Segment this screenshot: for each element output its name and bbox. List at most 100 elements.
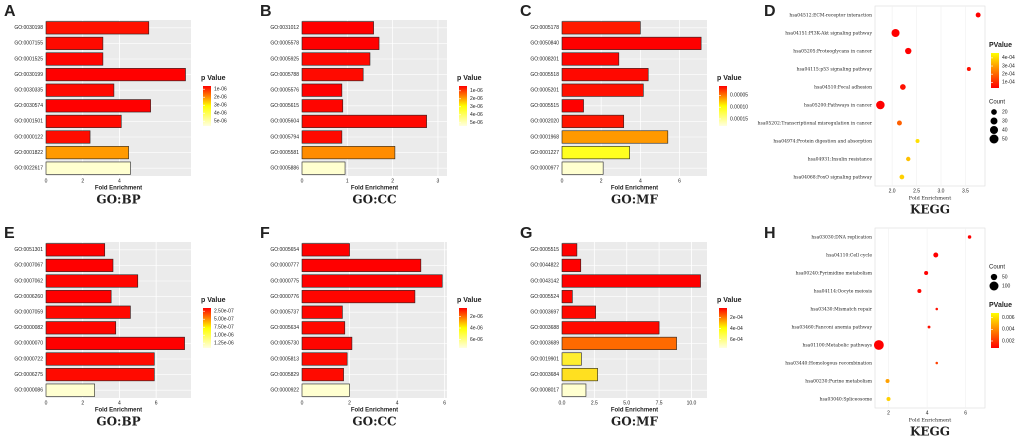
x-tick-label: 0 <box>45 400 48 406</box>
dot <box>873 340 884 350</box>
size-legend-dot <box>990 117 998 125</box>
x-axis-label: Fold Enrichment <box>351 186 398 192</box>
legend-tick-label: 2e-04 <box>1002 71 1015 77</box>
y-tick-label: GO:0005581 <box>270 150 299 156</box>
bar <box>301 305 343 319</box>
panel-label: B <box>260 3 272 20</box>
y-tick-label: GO:0030574 <box>14 103 43 109</box>
y-tick-label: GO:0005925 <box>270 56 299 62</box>
panel-title: KEGG <box>910 203 950 217</box>
legend-tick-label: 50 <box>1002 274 1008 280</box>
bar <box>45 99 151 113</box>
legend-tick-label: 1.25e-06 <box>214 341 234 347</box>
legend-tick-label: 20 <box>1002 109 1008 115</box>
bar <box>45 68 186 82</box>
bar <box>561 161 604 175</box>
panel-title: GO:MF <box>611 415 658 429</box>
y-tick-label: hsa05205:Proteoglycans in cancer <box>793 49 873 55</box>
panel-title: GO:BP <box>96 415 140 429</box>
panel-label: F <box>260 225 270 242</box>
y-tick-label: GO:0005737 <box>270 310 299 316</box>
bar <box>301 336 353 350</box>
y-tick-label: hsa04110:Cell cycle <box>826 253 872 259</box>
x-tick-label: 0 <box>561 178 564 184</box>
panel-title: GO:CC <box>352 193 396 207</box>
bar <box>561 290 573 304</box>
y-tick-label: GO:0050840 <box>530 41 559 47</box>
bar <box>301 52 371 66</box>
y-tick-label: GO:0005578 <box>270 41 299 47</box>
legend-tick-label: 6e-04 <box>730 337 743 343</box>
dot <box>975 12 981 18</box>
legend-tick-label: 0.004 <box>1002 327 1015 333</box>
legend-tick-label: 0.002 <box>1002 338 1015 344</box>
legend-tick-label: 0.00015 <box>730 116 748 122</box>
y-tick-label: hsa05200:Pathways in cancer <box>804 103 873 109</box>
bar <box>301 290 416 304</box>
bar <box>301 258 422 272</box>
bar <box>301 114 427 128</box>
legend-tick-label: 2.50e-07 <box>214 309 234 315</box>
y-tick-label: GO:0000775 <box>270 278 299 284</box>
x-axis-label: Fold Enrichment <box>95 408 142 414</box>
x-tick-label: 2 <box>887 410 890 416</box>
size-legend-dot <box>989 134 999 144</box>
y-tick-label: GO:0005794 <box>270 134 299 140</box>
legend-tick-label: 40 <box>1002 127 1008 133</box>
y-tick-label: hsa03030:DNA replication <box>811 235 872 241</box>
y-tick-label: hsa03440:Homologous recombination <box>785 361 872 367</box>
dot <box>915 138 920 144</box>
x-tick-label: 4 <box>396 400 399 406</box>
y-tick-label: GO:0000082 <box>14 325 43 331</box>
panel-title: GO:CC <box>352 415 396 429</box>
bar <box>561 68 649 82</box>
legend-tick-label: 4e-04 <box>1002 55 1015 61</box>
y-tick-label: hsa04115:p53 signaling pathway <box>797 67 873 73</box>
bar <box>45 161 131 175</box>
y-tick-label: GO:0008017 <box>530 388 559 394</box>
dot <box>906 156 911 162</box>
colorbar <box>203 308 211 348</box>
panel-label: A <box>4 3 16 20</box>
plot-frame <box>874 227 986 409</box>
panel-label: E <box>4 225 15 242</box>
legend-title: p Value <box>717 75 742 82</box>
y-tick-label: GO:0030335 <box>14 88 43 94</box>
colorbar <box>719 86 727 126</box>
legend-tick-label: 2e-06 <box>470 314 483 320</box>
legend-tick-label: 2e-04 <box>730 315 743 321</box>
y-tick-label: GO:0005515 <box>530 247 559 253</box>
legend-tick-label: 1.00e-06 <box>214 333 234 339</box>
y-tick-label: GO:0001501 <box>14 119 43 125</box>
bar <box>561 258 582 272</box>
size-legend-dot <box>989 281 999 291</box>
bar <box>45 146 129 160</box>
bar <box>561 52 620 66</box>
bar <box>301 99 344 113</box>
panel-title: GO:BP <box>96 193 140 207</box>
x-tick-label: 4 <box>639 178 642 184</box>
dot <box>917 288 922 294</box>
x-tick-label: 1 <box>346 178 349 184</box>
y-tick-label: GO:0031012 <box>270 25 299 31</box>
legend-tick-label: 0.00005 <box>730 93 748 99</box>
bar <box>45 274 139 288</box>
colorbar <box>459 86 467 126</box>
legend-tick-label: 30 <box>1002 118 1008 124</box>
y-tick-label: GO:0001822 <box>14 150 43 156</box>
y-tick-label: hsa04068:FoxO signaling pathway <box>793 175 872 181</box>
x-tick-label: 2 <box>348 400 351 406</box>
x-tick-label: 6 <box>678 178 681 184</box>
x-tick-label: 4 <box>926 410 929 416</box>
panel-label: G <box>520 225 532 242</box>
colorbar <box>459 308 467 348</box>
y-tick-label: hsa05202:Transcriptional misregulation i… <box>758 121 873 127</box>
y-tick-label: GO:0019901 <box>530 356 559 362</box>
y-tick-label: GO:0005654 <box>270 247 299 253</box>
bar <box>45 321 117 335</box>
bar <box>45 383 95 397</box>
x-axis-label: Fold Enrichment <box>351 408 398 414</box>
y-tick-label: GO:0007155 <box>14 41 43 47</box>
y-tick-label: hsa04114:Oocyte meiosis <box>814 289 873 295</box>
legend-tick-label: 5.00e-07 <box>214 317 234 323</box>
